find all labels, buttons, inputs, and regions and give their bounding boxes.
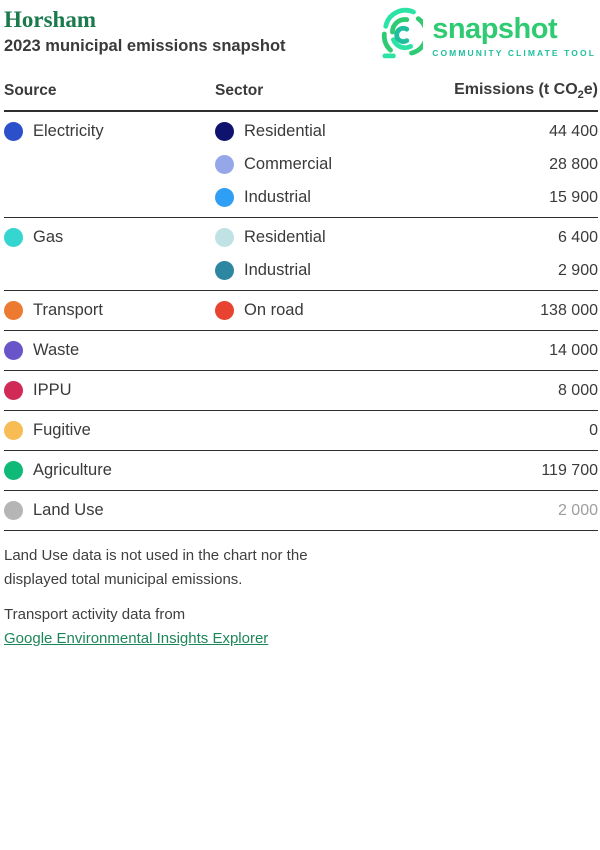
source-label: Transport [33, 301, 103, 320]
table-row: IPPU 8 000 [4, 374, 598, 407]
sector-dot-residential [215, 122, 234, 142]
table-row: Industrial 2 900 [4, 254, 598, 287]
source-label: Land Use [33, 501, 104, 520]
municipality-title: Horsham [4, 7, 96, 32]
sector-dot-onroad [215, 301, 234, 321]
sector-dot-residential [215, 228, 234, 248]
emissions-value: 138 000 [540, 301, 598, 319]
table-row: Agriculture 119 700 [4, 454, 598, 487]
emissions-value: 0 [589, 421, 598, 439]
source-dot-transport [4, 301, 23, 321]
source-dot-waste [4, 341, 23, 361]
logo-text-block: snapshot COMMUNITY CLIMATE TOOL [432, 7, 596, 59]
source-group-agriculture: Agriculture 119 700 [4, 451, 598, 492]
table-row: Electricity Residential 44 400 [4, 115, 598, 148]
column-header-sector: Sector [215, 82, 264, 100]
snapshot-logo-icon [381, 7, 430, 64]
source-group-fugitive: Fugitive 0 [4, 411, 598, 452]
source-label: Agriculture [33, 461, 112, 480]
source-dot-electricity [4, 122, 23, 142]
table-row: Gas Residential 6 400 [4, 221, 598, 254]
emissions-value: 14 000 [549, 341, 598, 359]
table-row: Transport On road 138 000 [4, 294, 598, 327]
source-dot-landuse [4, 501, 23, 521]
source-dot-fugitive [4, 421, 23, 441]
source-dot-ippu [4, 381, 23, 401]
source-label: Fugitive [33, 421, 91, 440]
source-label: Gas [33, 228, 64, 247]
emissions-value: 119 700 [541, 461, 598, 479]
report-subtitle: 2023 municipal emissions snapshot [4, 37, 286, 56]
sector-label: Industrial [244, 188, 311, 207]
table-row: Commercial 28 800 [4, 148, 598, 181]
emissions-value: 6 400 [557, 228, 598, 246]
emissions-value: 2 900 [557, 261, 598, 279]
column-header-emissions: Emissions (t CO2e) [454, 81, 598, 102]
source-group-landuse: Land Use 2 000 [4, 491, 598, 532]
sector-label: Residential [244, 228, 326, 247]
sector-label: On road [244, 301, 304, 320]
column-header-source: Source [4, 82, 57, 100]
emissions-value: 28 800 [549, 155, 598, 173]
source-group-waste: Waste 14 000 [4, 331, 598, 372]
table-row: Waste 14 000 [4, 334, 598, 367]
transport-footnote: Transport activity data from Google Envi… [4, 606, 269, 648]
source-dot-agriculture [4, 461, 23, 481]
emissions-table: Source Sector Emissions (t CO2e) Electri… [4, 81, 598, 532]
sector-label: Commercial [244, 155, 333, 174]
emissions-value: 8 000 [557, 381, 598, 399]
source-group-electricity: Electricity Residential 44 400 Commercia… [4, 112, 598, 219]
logo-tagline: COMMUNITY CLIMATE TOOL [432, 48, 596, 58]
source-label: Electricity [33, 122, 104, 141]
logo-wordmark: snapshot [432, 13, 558, 45]
emissions-report: Horsham 2023 municipal emissions snapsho… [4, 7, 598, 651]
source-label: Waste [33, 341, 80, 360]
emissions-value: 44 400 [549, 122, 598, 140]
landuse-footnote: Land Use data is not used in the chart n… [4, 547, 308, 589]
report-header: Horsham 2023 municipal emissions snapsho… [4, 7, 598, 65]
source-dot-gas [4, 228, 23, 248]
sector-dot-commercial [215, 155, 234, 175]
source-group-ippu: IPPU 8 000 [4, 371, 598, 412]
table-header-row: Source Sector Emissions (t CO2e) [4, 81, 598, 113]
emissions-value-muted: 2 000 [557, 501, 598, 519]
table-row: Industrial 15 900 [4, 181, 598, 214]
sector-label: Industrial [244, 261, 311, 280]
table-row: Land Use 2 000 [4, 494, 598, 527]
eie-link[interactable]: Google Environmental Insights Explorer [4, 630, 269, 648]
snapshot-logo: snapshot COMMUNITY CLIMATE TOOL [381, 7, 598, 64]
sector-label: Residential [244, 122, 326, 141]
source-group-gas: Gas Residential 6 400 Industrial 2 900 [4, 218, 598, 292]
emissions-value: 15 900 [549, 188, 598, 206]
table-row: Fugitive 0 [4, 414, 598, 447]
sector-dot-industrial [215, 261, 234, 281]
report-titles: Horsham 2023 municipal emissions snapsho… [4, 7, 286, 56]
footnotes: Land Use data is not used in the chart n… [4, 544, 598, 651]
source-group-transport: Transport On road 138 000 [4, 291, 598, 332]
source-label: IPPU [33, 381, 72, 400]
sector-dot-industrial [215, 188, 234, 208]
